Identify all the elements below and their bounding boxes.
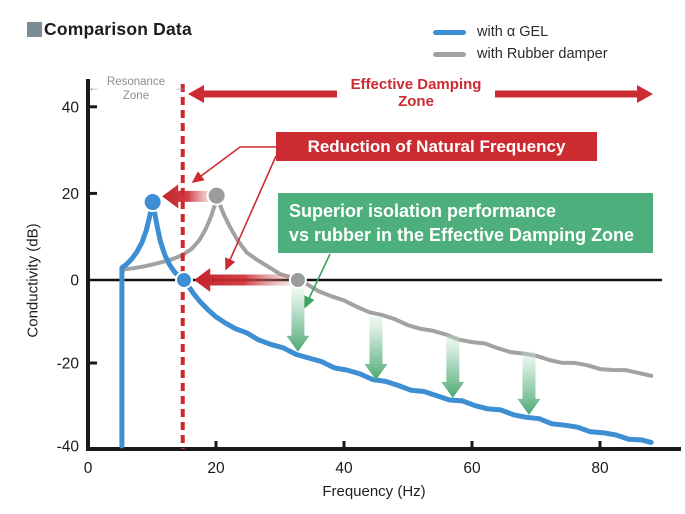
svg-text:40: 40 xyxy=(335,460,353,477)
svg-text:-20: -20 xyxy=(57,356,80,373)
svg-text:20: 20 xyxy=(207,460,225,477)
resonance-zone-line1: Resonance xyxy=(106,76,166,88)
svg-text:20: 20 xyxy=(62,186,80,203)
legend-label-rubber: with Rubber damper xyxy=(477,46,608,62)
resonance-zone-label: ← Resonance Zone → xyxy=(86,76,186,103)
resonance-zone-line2: Zone xyxy=(122,89,150,102)
svg-text:0: 0 xyxy=(70,273,79,290)
isolation-badge-line1: Superior isolation performance xyxy=(289,201,557,221)
svg-text:0: 0 xyxy=(84,460,93,477)
rubber-line-swatch-icon xyxy=(433,51,466,57)
svg-text:60: 60 xyxy=(463,460,481,477)
right-arrow-icon: → xyxy=(174,80,186,94)
svg-text:40: 40 xyxy=(62,99,80,116)
chart-legend: with α GEL with Rubber damper xyxy=(433,21,608,65)
isolation-badge-line2: vs rubber in the Effective Damping Zone xyxy=(289,225,635,245)
effective-damping-line1: Effective Damping xyxy=(350,76,482,93)
effective-damping-zone-label: Effective Damping Zone xyxy=(341,76,491,110)
agel-line-swatch-icon xyxy=(433,29,466,35)
y-axis-title: Conductivity (dB) xyxy=(24,223,42,338)
legend-item-rubber: with Rubber damper xyxy=(433,43,608,65)
svg-text:80: 80 xyxy=(591,460,609,477)
legend-label-agel: with α GEL xyxy=(477,24,549,40)
square-bullet-icon xyxy=(27,22,42,37)
legend-item-agel: with α GEL xyxy=(433,21,608,43)
figure-title: Comparison Data xyxy=(27,19,192,40)
isolation-badge: Superior isolation performance vs rubber… xyxy=(278,193,653,253)
x-axis-title: Frequency (Hz) xyxy=(322,483,426,500)
reduction-badge: Reduction of Natural Frequency xyxy=(276,132,597,161)
effective-damping-line2: Zone xyxy=(398,93,434,110)
figure-title-text: Comparison Data xyxy=(44,19,192,39)
left-arrow-icon: ← xyxy=(88,80,100,94)
svg-text:-40: -40 xyxy=(57,439,80,456)
